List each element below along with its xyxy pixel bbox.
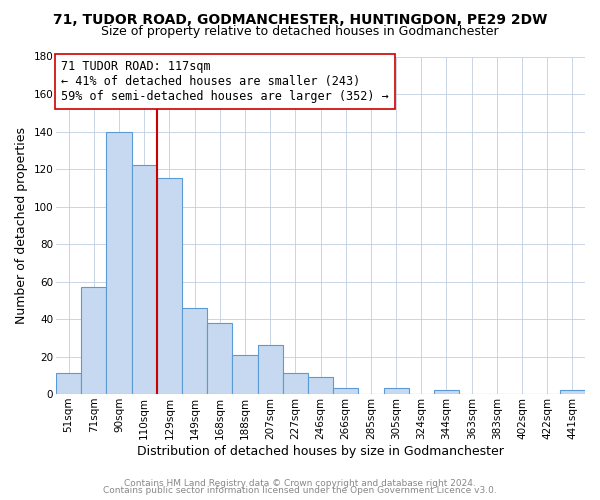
Bar <box>283 374 308 394</box>
Text: 71, TUDOR ROAD, GODMANCHESTER, HUNTINGDON, PE29 2DW: 71, TUDOR ROAD, GODMANCHESTER, HUNTINGDO… <box>53 12 547 26</box>
Bar <box>131 166 157 394</box>
Text: Contains HM Land Registry data © Crown copyright and database right 2024.: Contains HM Land Registry data © Crown c… <box>124 478 476 488</box>
Bar <box>257 346 283 394</box>
Bar <box>383 388 409 394</box>
Text: Size of property relative to detached houses in Godmanchester: Size of property relative to detached ho… <box>101 25 499 38</box>
Text: 71 TUDOR ROAD: 117sqm
← 41% of detached houses are smaller (243)
59% of semi-det: 71 TUDOR ROAD: 117sqm ← 41% of detached … <box>61 60 389 104</box>
Bar <box>182 308 207 394</box>
Bar <box>333 388 358 394</box>
Bar <box>560 390 585 394</box>
X-axis label: Distribution of detached houses by size in Godmanchester: Distribution of detached houses by size … <box>137 444 504 458</box>
Y-axis label: Number of detached properties: Number of detached properties <box>15 127 28 324</box>
Bar <box>232 354 257 394</box>
Bar <box>56 374 81 394</box>
Bar <box>308 377 333 394</box>
Bar <box>207 323 232 394</box>
Bar <box>106 132 131 394</box>
Bar <box>434 390 459 394</box>
Text: Contains public sector information licensed under the Open Government Licence v3: Contains public sector information licen… <box>103 486 497 495</box>
Bar <box>157 178 182 394</box>
Bar <box>81 287 106 394</box>
